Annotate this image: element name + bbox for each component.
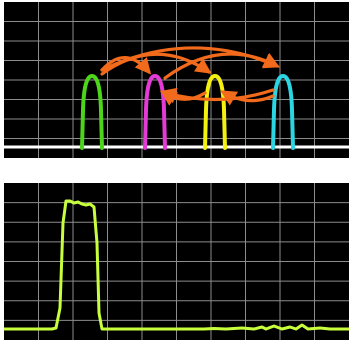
grid-lines — [4, 2, 349, 158]
bottom-spectrum-panel — [4, 183, 349, 340]
arrow-green-channel-to-yellow-channel — [100, 52, 212, 76]
bottom-spectrum-plot — [4, 183, 349, 340]
arrow-cyan-channel-to-yellow-channel — [220, 90, 275, 106]
yellow-channel-peak — [203, 73, 227, 150]
grid-lines — [4, 183, 349, 340]
signal-trace — [4, 199, 349, 331]
transfer-arrows — [100, 46, 280, 106]
arrow-cyan-channel-to-magenta-channel — [159, 87, 275, 104]
top-spectrum-plot — [4, 2, 349, 158]
arrow-green-channel-to-magenta-channel — [100, 56, 152, 75]
arrow-magenta-channel-to-cyan-channel — [163, 52, 280, 80]
magenta-channel-peak — [143, 73, 167, 150]
green-channel-peak — [80, 73, 104, 150]
top-spectrum-panel — [4, 2, 349, 158]
channel-peaks — [80, 73, 295, 150]
cyan-channel-peak — [271, 73, 295, 150]
